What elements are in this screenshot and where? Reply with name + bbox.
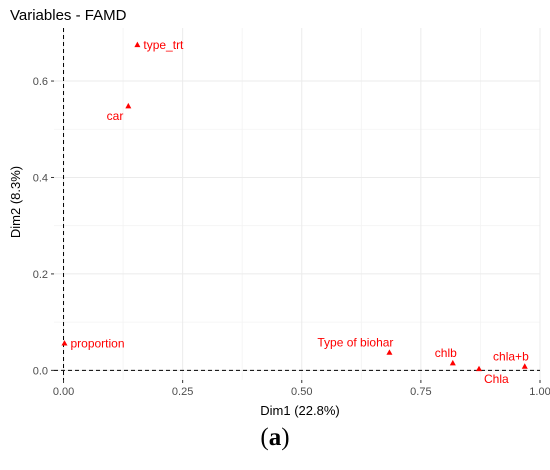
figure-caption: (a) <box>0 424 550 452</box>
y-tick-label: 0.6 <box>33 76 48 88</box>
point-label: Chla <box>484 372 509 386</box>
x-tick-label: 0.00 <box>53 386 74 398</box>
point-label: Type of biohar <box>317 336 393 350</box>
point-label: chlb <box>435 346 457 360</box>
reference-lines <box>54 28 540 380</box>
y-axis-ticks: 0.0 0.2 0.4 0.6 <box>33 76 54 377</box>
point-marker <box>476 365 483 372</box>
point-marker <box>134 41 141 48</box>
x-tick-label: 1.00 <box>529 386 550 398</box>
point-label: car <box>107 109 124 123</box>
point-marker <box>61 340 68 346</box>
point-label: chla+b <box>493 349 529 363</box>
y-tick-label: 0.0 <box>33 365 48 377</box>
y-tick-label: 0.2 <box>33 269 48 281</box>
caption-letter: a <box>268 424 282 451</box>
point-marker <box>449 359 456 366</box>
point-marker <box>125 102 132 109</box>
x-axis-title: Dim1 (22.8%) <box>260 403 339 418</box>
y-tick-label: 0.4 <box>33 172 48 184</box>
x-tick-label: 0.50 <box>291 386 312 398</box>
chart-title: Variables - FAMD <box>10 7 127 24</box>
famd-variables-chart: Variables - FAMD 0.00 0.25 0.50 0.75 1.00 0.… <box>8 7 550 418</box>
point-label: type_trt <box>143 38 184 52</box>
caption-close-paren: ) <box>281 424 290 451</box>
caption-open-paren: ( <box>260 424 269 451</box>
point-marker <box>521 363 528 369</box>
x-axis-ticks: 0.00 0.25 0.50 0.75 1.00 <box>53 380 550 398</box>
x-tick-label: 0.25 <box>172 386 193 398</box>
x-tick-label: 0.75 <box>410 386 431 398</box>
point-label: proportion <box>70 336 124 350</box>
point-marker <box>386 349 393 355</box>
grid-lines <box>54 28 541 380</box>
y-axis-title: Dim2 (8.3%) <box>8 166 23 238</box>
